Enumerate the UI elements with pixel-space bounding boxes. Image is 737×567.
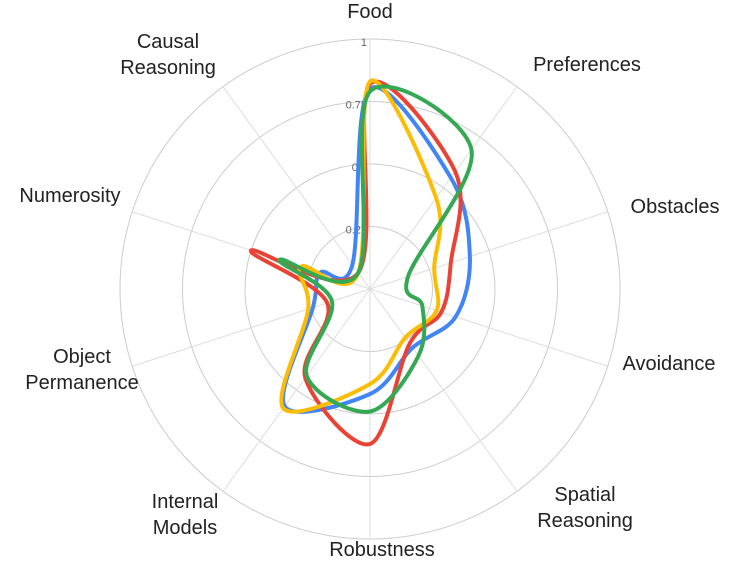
spoke bbox=[222, 288, 371, 492]
axis-label: Preferences bbox=[533, 54, 641, 76]
axis-label: Internal Models bbox=[151, 491, 219, 539]
axis-label: Spatial Reasoning bbox=[537, 484, 633, 532]
spoke bbox=[369, 288, 518, 492]
spoke bbox=[222, 86, 371, 290]
series-line bbox=[277, 84, 474, 414]
spoke bbox=[369, 211, 608, 290]
axis-label: Obstacles bbox=[630, 196, 720, 218]
axis-label: Robustness bbox=[329, 539, 435, 561]
axis-label: Food bbox=[347, 1, 393, 23]
series-line bbox=[281, 85, 472, 414]
axis-label: Avoidance bbox=[622, 353, 716, 375]
series-line bbox=[279, 78, 443, 414]
axis-label: Causal Reasoning bbox=[120, 31, 216, 79]
spoke bbox=[369, 86, 518, 290]
axis-label: Numerosity bbox=[19, 185, 121, 207]
tick-label: 1 bbox=[361, 37, 367, 49]
spoke bbox=[369, 288, 608, 367]
axis-label: Object Permanence bbox=[25, 346, 139, 394]
spoke bbox=[132, 288, 371, 367]
